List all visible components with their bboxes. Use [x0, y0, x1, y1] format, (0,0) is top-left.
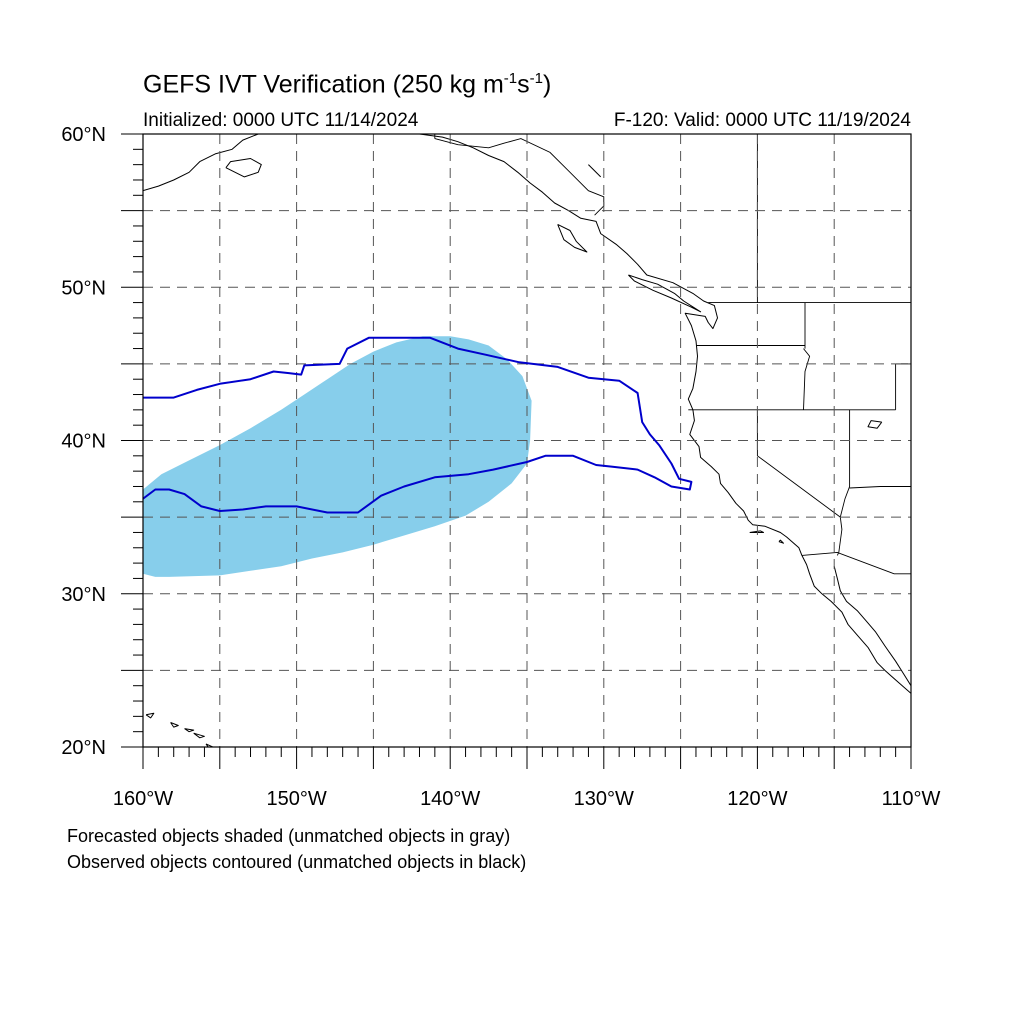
- coastline-0: [143, 134, 259, 192]
- lat-label: 60°N: [61, 124, 106, 146]
- border-12: [849, 486, 911, 489]
- coastline-9: [170, 722, 179, 728]
- lon-label: 140°W: [420, 788, 480, 810]
- forecast-object-shaded: [143, 336, 532, 577]
- graticule-layer: [143, 134, 911, 747]
- map-title: GEFS IVT Verification (250 kg m-1s-1): [143, 70, 552, 99]
- coastline-12: [205, 743, 215, 747]
- lat-label: 50°N: [61, 277, 106, 299]
- coastline-4: [628, 274, 702, 313]
- coastline-6: [778, 539, 784, 544]
- lat-label: 30°N: [61, 584, 106, 606]
- lon-label: 150°W: [266, 788, 326, 810]
- axis-ticks: [121, 133, 912, 769]
- coastline-7: [749, 530, 764, 533]
- forecast-note: Forecasted objects shaded (unmatched obj…: [67, 826, 511, 846]
- observed-object-contour: [143, 336, 693, 514]
- border-10: [836, 517, 843, 556]
- border-9: [839, 409, 851, 518]
- lat-label: 20°N: [61, 737, 106, 759]
- initialized-time: Initialized: 0000 UTC 11/14/2024: [143, 110, 419, 131]
- border-2: [434, 138, 605, 216]
- political-border-layer: [434, 134, 911, 575]
- border-5: [756, 409, 841, 518]
- forecast-object-layer: [143, 336, 532, 577]
- border-11: [801, 551, 911, 575]
- observed-note: Observed objects contoured (unmatched ob…: [67, 852, 527, 872]
- valid-time: F-120: Valid: 0000 UTC 11/19/2024: [613, 110, 911, 131]
- coastline-14: [588, 164, 602, 178]
- coastline-2: [342, 134, 911, 694]
- coastline-11: [193, 732, 205, 739]
- border-8: [803, 348, 811, 410]
- lat-label: 40°N: [61, 431, 106, 453]
- coastline-13: [867, 420, 883, 429]
- coastline-3: [833, 566, 911, 686]
- lon-label: 160°W: [113, 788, 173, 810]
- observed-object-layer: [143, 336, 693, 514]
- axis-labels: 60°N 50°N 40°N 30°N 20°N 160°W 150°W 140°W 130°W…: [61, 124, 940, 810]
- coastline-10: [184, 728, 195, 733]
- lon-label: 120°W: [727, 788, 787, 810]
- lon-label: 110°W: [882, 788, 941, 810]
- coastline-1: [225, 158, 262, 178]
- coastline-5: [557, 223, 588, 253]
- coastline-8: [145, 712, 155, 719]
- coastline-layer: [143, 134, 911, 747]
- lon-label: 130°W: [574, 788, 634, 810]
